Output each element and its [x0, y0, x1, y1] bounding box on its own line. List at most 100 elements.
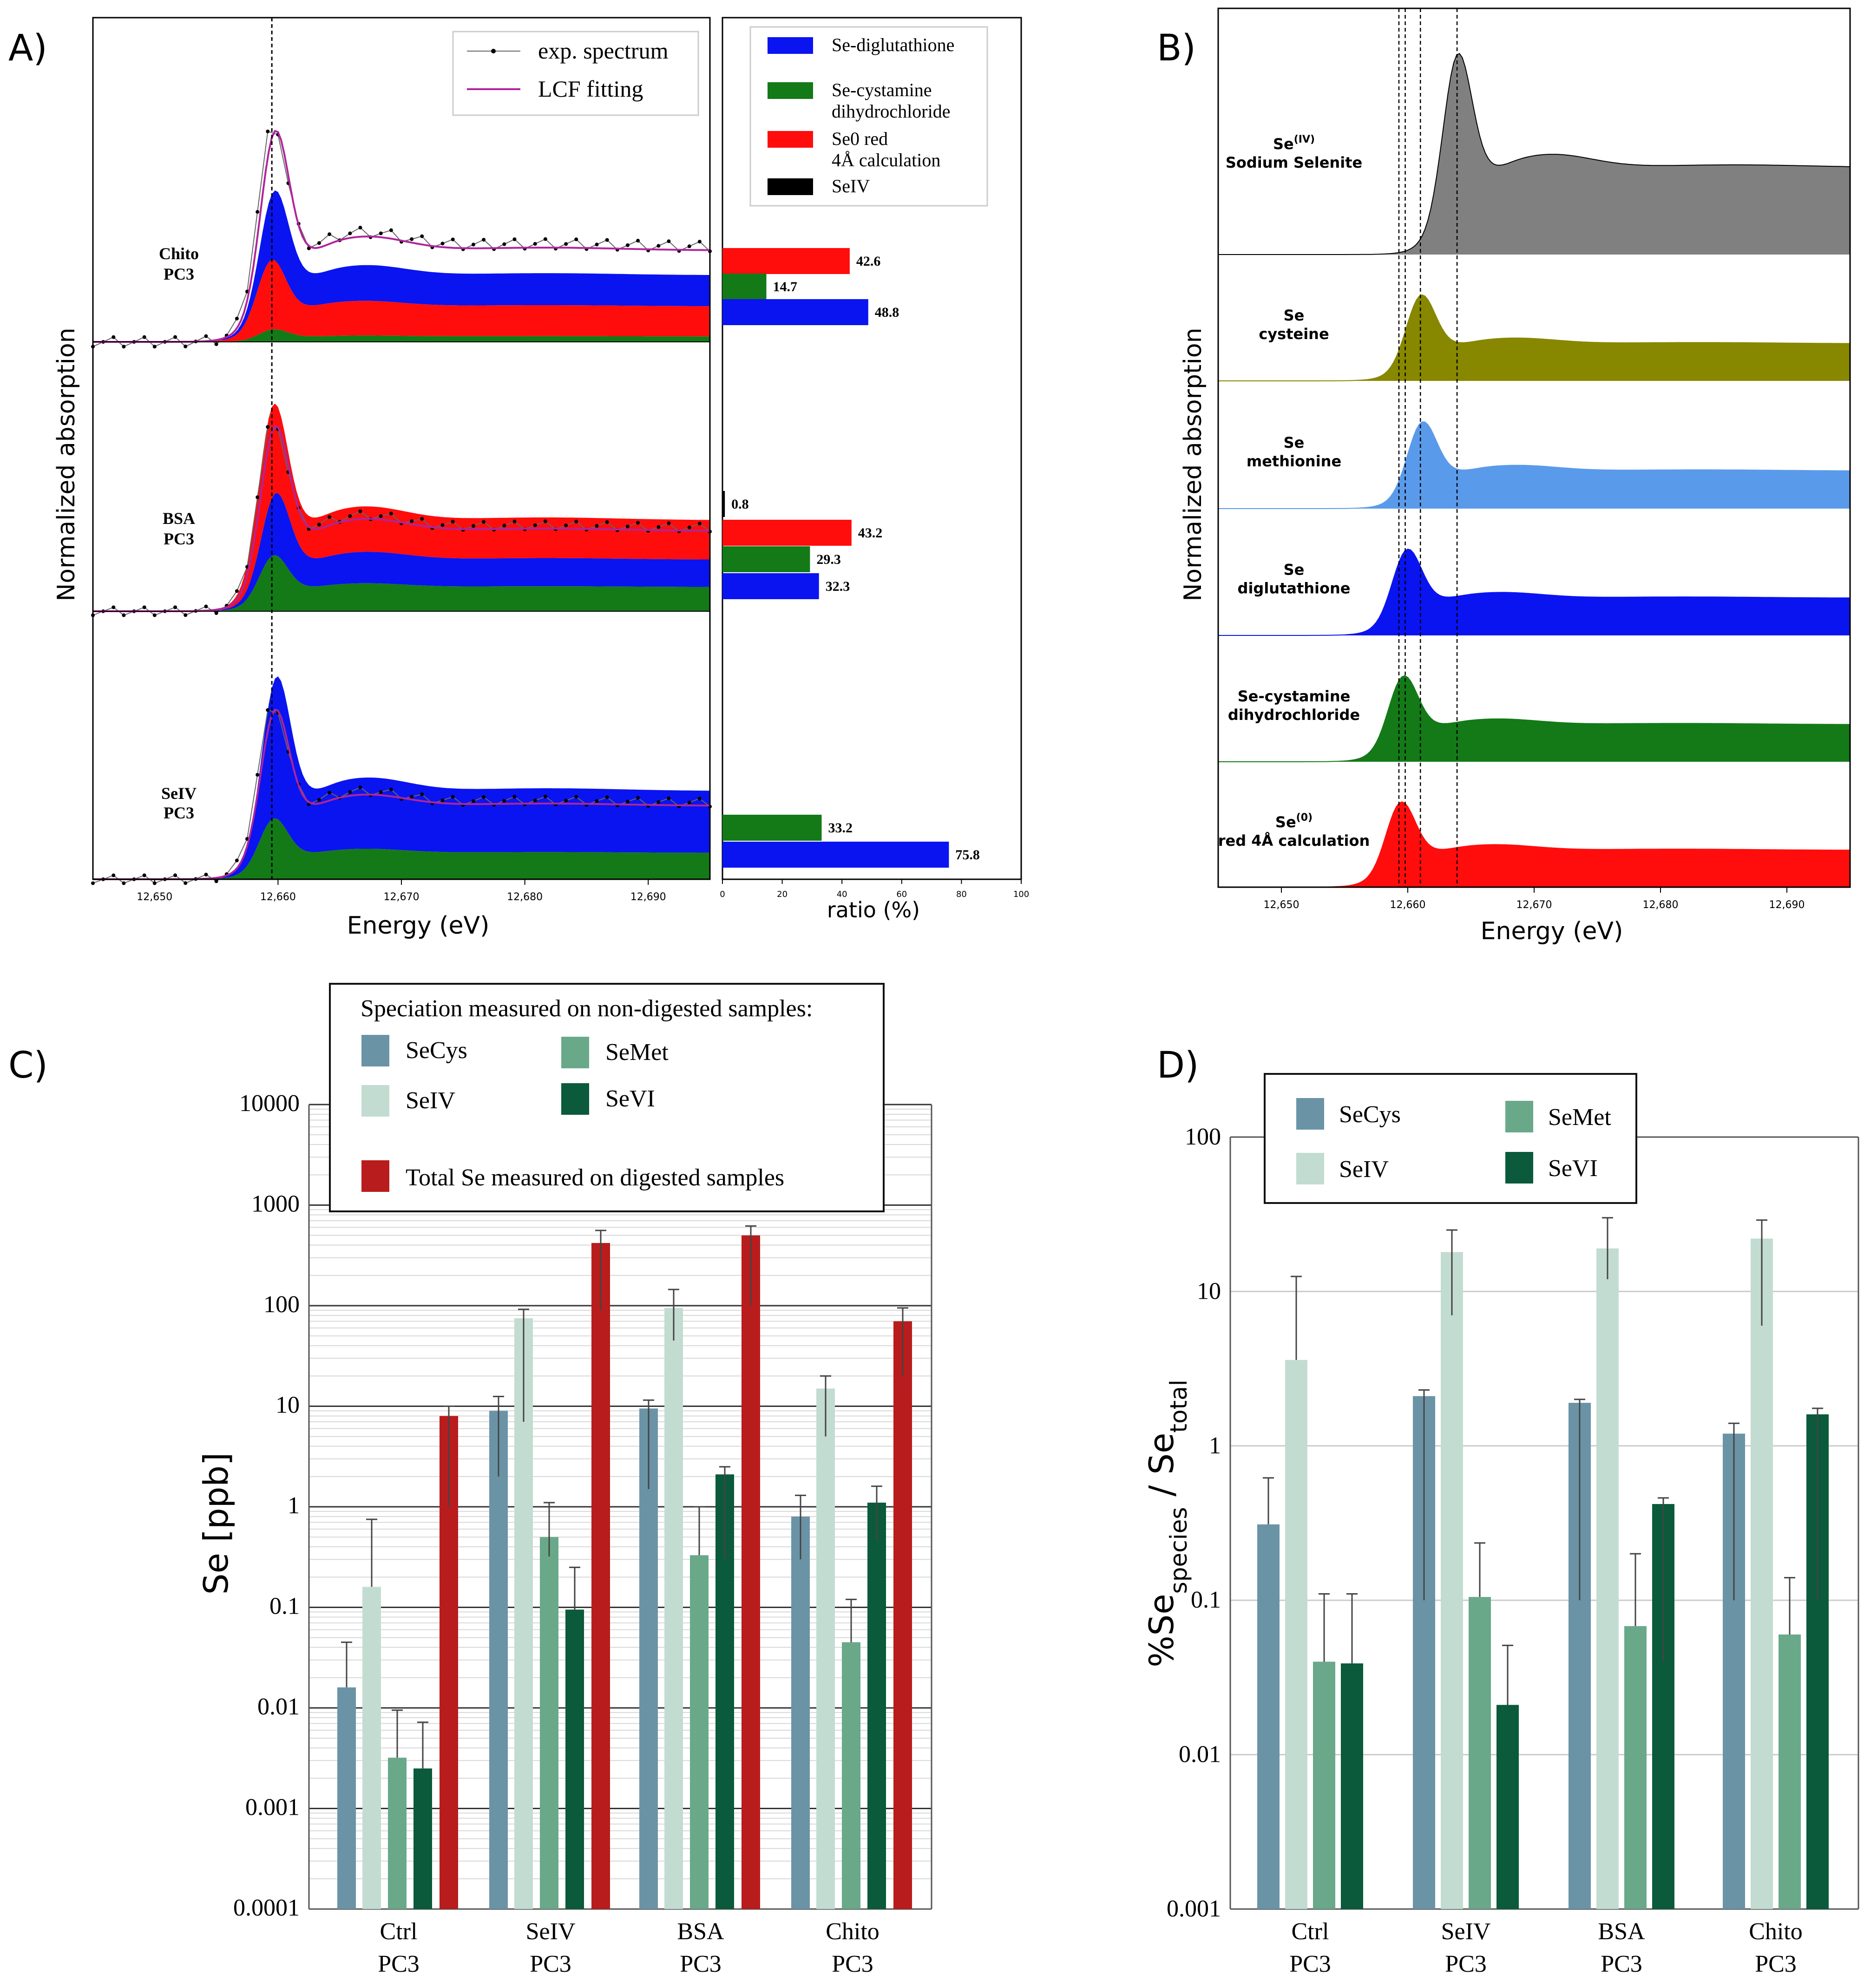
exp-spectrum-point [440, 242, 445, 246]
reference-line-3 [1218, 549, 1850, 636]
reference-label: Se(IV) [1273, 134, 1315, 153]
y-tick-label: 1 [288, 1492, 300, 1519]
bar-secys [791, 1516, 810, 1909]
exp-spectrum-point [482, 238, 486, 242]
exp-spectrum-point [440, 523, 445, 527]
reference-line-1 [1218, 294, 1850, 381]
category-label-sub: PC3 [1445, 1951, 1487, 1977]
exp-spectrum-point [358, 785, 362, 790]
ratio-bar-green [722, 815, 822, 841]
category-label: Ctrl [380, 1918, 418, 1945]
legend-d-label: SeIV [1339, 1156, 1389, 1183]
exp-spectrum-point [214, 611, 218, 615]
category-label-sub: PC3 [530, 1951, 571, 1977]
exp-spectrum-point [317, 241, 321, 245]
exp-spectrum-point [512, 237, 517, 242]
exp-spectrum-point [502, 798, 506, 803]
area-blue [93, 190, 710, 342]
reference-label-sup: (0) [1296, 812, 1313, 824]
exp-spectrum-point [482, 795, 486, 799]
category-label-sub: PC3 [378, 1951, 420, 1977]
panel-label-b: B) [1157, 27, 1196, 69]
area-green [93, 555, 710, 611]
exp-spectrum-point [451, 795, 455, 799]
exp-spectrum-point [173, 605, 177, 609]
exp-spectrum-point [451, 520, 455, 524]
exp-spectrum-point [625, 524, 630, 529]
legend-a [452, 31, 699, 116]
exp-spectrum-point [471, 799, 475, 803]
ratio-bar-label: 43.2 [858, 525, 883, 541]
category-label-sub: PC3 [1289, 1951, 1331, 1977]
y-axis-label-c: Se [ppb] [197, 1452, 236, 1595]
exp-spectrum-point [328, 515, 332, 519]
category-label: SeIV [1441, 1918, 1491, 1945]
reference-area-2 [1218, 422, 1850, 509]
exp-spectrum-point [184, 344, 188, 348]
sample-label: Chito [159, 244, 199, 263]
exp-spectrum-point [687, 800, 691, 804]
panel-label-d: D) [1157, 1045, 1199, 1086]
category-label: Ctrl [1292, 1918, 1329, 1945]
ratio-bar-blue [722, 573, 819, 599]
reference-label: Se [1284, 561, 1305, 579]
exp-spectrum-point [152, 613, 157, 617]
exp-spectrum-point [379, 514, 383, 518]
exp-spectrum-point [328, 232, 332, 236]
exp-spectrum-point [389, 787, 393, 791]
bar-sevi [1496, 1705, 1519, 1909]
x-axis-label-ratio: ratio (%) [827, 897, 920, 922]
area-blue [93, 493, 710, 611]
exp-spectrum-point [204, 604, 208, 608]
exp-spectrum-point [543, 794, 547, 798]
legend-c-label: SeVI [605, 1086, 655, 1112]
sample-label: SeIV [161, 784, 197, 803]
legend-lcf-label: LCF fitting [538, 76, 643, 102]
y-tick-label: 0.1 [1191, 1587, 1221, 1613]
reference-line-0 [1218, 52, 1851, 255]
exp-spectrum-point [112, 873, 116, 877]
x-tick-label: 12,680 [507, 891, 543, 903]
exp-spectrum-point [112, 605, 116, 609]
y-tick-label: 1000 [251, 1191, 300, 1217]
bar-sevi [1341, 1663, 1363, 1909]
exp-spectrum-point [697, 797, 702, 801]
exp-spectrum-point [667, 796, 671, 800]
bar-seiv [1596, 1248, 1619, 1909]
exp-spectrum-point [142, 605, 146, 609]
x-tick-label: 40 [837, 889, 847, 899]
x-tick-label: 12,690 [630, 891, 666, 903]
reference-area-5 [1218, 802, 1850, 887]
exp-spectrum-point [636, 796, 640, 800]
exp-spectrum-point [256, 773, 260, 777]
y-tick-label: 1 [1209, 1432, 1221, 1459]
exp-spectrum-point [173, 873, 177, 877]
ratio-bar-black [722, 491, 725, 517]
category-label: BSA [677, 1918, 724, 1945]
bar-sevi [565, 1609, 584, 1909]
exp-spectrum-point [317, 798, 321, 802]
bar-secys [639, 1408, 658, 1909]
exp-spectrum-point [595, 799, 599, 803]
legend-c-label: SeIV [406, 1087, 455, 1114]
bar-semet [842, 1642, 860, 1909]
exp-spectrum-point [420, 517, 424, 521]
exp-spectrum-point [687, 525, 691, 530]
bar-secys [489, 1411, 508, 1909]
legend-swatch-sevi [1505, 1152, 1533, 1184]
bar-semet [540, 1537, 558, 1909]
exp-spectrum-point [697, 522, 702, 526]
bar-seiv [1285, 1360, 1307, 1909]
ratio-bar-label: 14.7 [773, 279, 798, 294]
x-tick-label: 80 [956, 889, 967, 899]
bar-semet [1313, 1661, 1335, 1909]
sample-label-sub: PC3 [164, 265, 194, 283]
bar-total [591, 1243, 610, 1909]
exp-spectrum-point [533, 523, 537, 527]
exp-spectrum-point [348, 790, 352, 794]
legend-ratio-label: Se0 red [832, 128, 888, 149]
category-label: BSA [1598, 1918, 1645, 1945]
y-tick-label: 0.01 [257, 1694, 300, 1720]
exp-spectrum-point [410, 795, 414, 799]
